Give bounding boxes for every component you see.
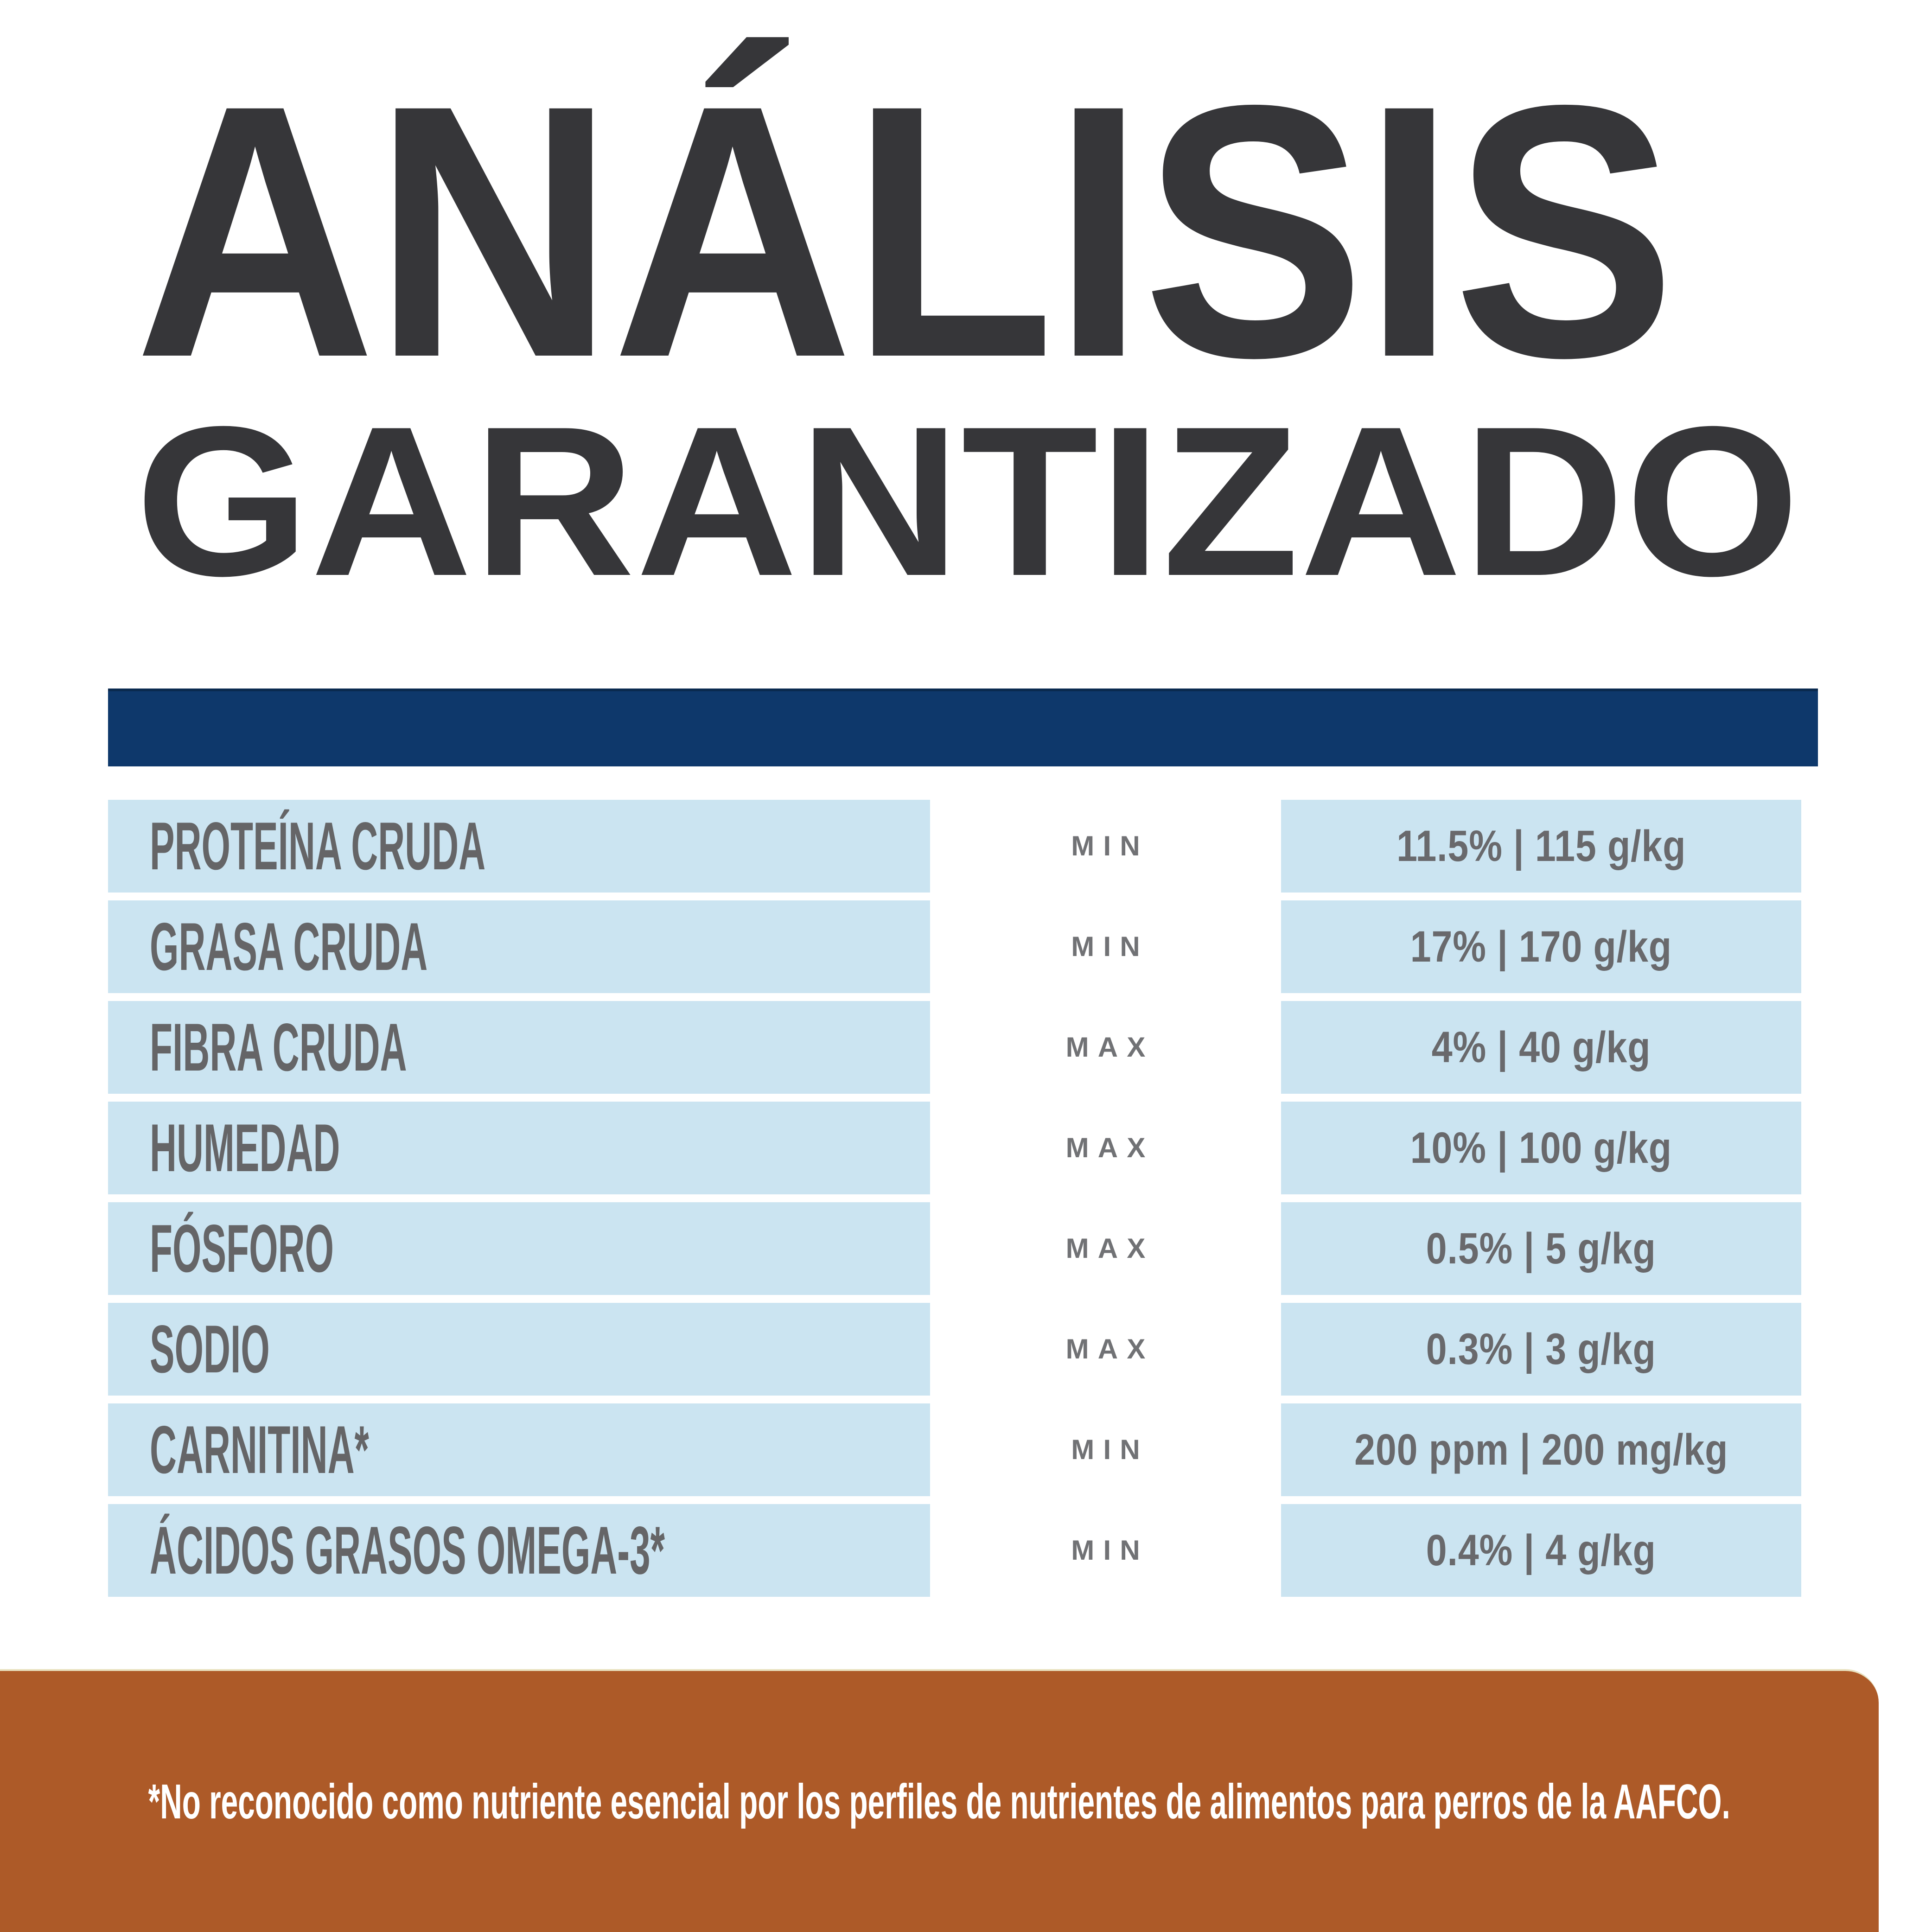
qualifier-minmax: MIN xyxy=(1071,1535,1149,1566)
qualifier-minmax: MAX xyxy=(1065,1333,1154,1365)
nutrient-label-cell: FÓSFORO xyxy=(108,1202,930,1295)
qualifier-minmax: MIN xyxy=(1071,830,1149,861)
title-divider-bar xyxy=(108,689,1818,766)
nutrient-value: 0.3% | 3 g/kg xyxy=(1426,1324,1656,1374)
nutrient-label: SODIO xyxy=(150,1311,270,1387)
nutrient-label-cell: GRASA CRUDA xyxy=(108,900,930,993)
nutrient-value-cell: 11.5% | 115 g/kg xyxy=(1281,800,1801,893)
footnote-text: *No reconocido como nutriente esencial p… xyxy=(148,1774,1731,1829)
qualifier-minmax: MIN xyxy=(1071,931,1149,962)
nutrient-label: PROTEÍNA CRUDA xyxy=(150,808,486,884)
nutrient-value: 10% | 100 g/kg xyxy=(1410,1123,1672,1173)
nutrient-value: 0.4% | 4 g/kg xyxy=(1426,1525,1656,1575)
nutrient-label-cell: ÁCIDOS GRASOS OMEGA-3* xyxy=(108,1504,930,1597)
nutrient-value-cell: 4% | 40 g/kg xyxy=(1281,1001,1801,1094)
nutrient-value-cell: 17% | 170 g/kg xyxy=(1281,900,1801,993)
nutrient-value: 200 ppm | 200 mg/kg xyxy=(1354,1425,1728,1474)
table-row: GRASA CRUDA MIN 17% | 170 g/kg xyxy=(0,900,1932,993)
qualifier-minmax: MAX xyxy=(1065,1032,1154,1063)
nutrient-value-cell: 200 ppm | 200 mg/kg xyxy=(1281,1403,1801,1496)
nutrient-label-cell: HUMEDAD xyxy=(108,1102,930,1194)
footnote-bar: *No reconocido como nutriente esencial p… xyxy=(0,1669,1879,1932)
qualifier-cell: MAX xyxy=(930,1001,1281,1094)
qualifier-cell: MIN xyxy=(930,1403,1281,1496)
nutrient-label: FÓSFORO xyxy=(150,1211,334,1286)
page-title-line1: ANÁLISIS xyxy=(134,31,1676,432)
qualifier-minmax: MAX xyxy=(1065,1233,1154,1264)
qualifier-cell: MIN xyxy=(930,900,1281,993)
table-row: SODIO MAX 0.3% | 3 g/kg xyxy=(0,1303,1932,1396)
nutrient-label: FIBRA CRUDA xyxy=(150,1009,407,1085)
nutrient-value: 11.5% | 115 g/kg xyxy=(1396,821,1686,871)
nutrient-value-cell: 0.4% | 4 g/kg xyxy=(1281,1504,1801,1597)
nutrient-value: 17% | 170 g/kg xyxy=(1410,922,1672,971)
nutrient-value: 0.5% | 5 g/kg xyxy=(1426,1224,1656,1273)
table-row: HUMEDAD MAX 10% | 100 g/kg xyxy=(0,1102,1932,1194)
qualifier-cell: MIN xyxy=(930,800,1281,893)
nutrient-value: 4% | 40 g/kg xyxy=(1431,1022,1651,1072)
nutrient-label-cell: PROTEÍNA CRUDA xyxy=(108,800,930,893)
qualifier-cell: MAX xyxy=(930,1202,1281,1295)
table-row: CARNITINA* MIN 200 ppm | 200 mg/kg xyxy=(0,1403,1932,1496)
nutrient-value-cell: 10% | 100 g/kg xyxy=(1281,1102,1801,1194)
nutrient-label-cell: SODIO xyxy=(108,1303,930,1396)
qualifier-minmax: MIN xyxy=(1071,1434,1149,1465)
table-row: PROTEÍNA CRUDA MIN 11.5% | 115 g/kg xyxy=(0,800,1932,893)
qualifier-minmax: MAX xyxy=(1065,1132,1154,1163)
nutrient-label: GRASA CRUDA xyxy=(150,909,428,984)
qualifier-cell: MAX xyxy=(930,1102,1281,1194)
qualifier-cell: MAX xyxy=(930,1303,1281,1396)
table-row: FIBRA CRUDA MAX 4% | 40 g/kg xyxy=(0,1001,1932,1094)
nutrient-label: ÁCIDOS GRASOS OMEGA-3* xyxy=(150,1512,665,1588)
table-row: ÁCIDOS GRASOS OMEGA-3* MIN 0.4% | 4 g/kg xyxy=(0,1504,1932,1597)
nutrient-label-cell: FIBRA CRUDA xyxy=(108,1001,930,1094)
nutrient-label: HUMEDAD xyxy=(150,1110,340,1186)
qualifier-cell: MIN xyxy=(930,1504,1281,1597)
nutrient-value-cell: 0.5% | 5 g/kg xyxy=(1281,1202,1801,1295)
nutrient-label-cell: CARNITINA* xyxy=(108,1403,930,1496)
page-title-line2: GARANTIZADO xyxy=(135,383,1801,620)
table-row: FÓSFORO MAX 0.5% | 5 g/kg xyxy=(0,1202,1932,1295)
nutrient-label: CARNITINA* xyxy=(150,1412,369,1487)
nutrient-value-cell: 0.3% | 3 g/kg xyxy=(1281,1303,1801,1396)
